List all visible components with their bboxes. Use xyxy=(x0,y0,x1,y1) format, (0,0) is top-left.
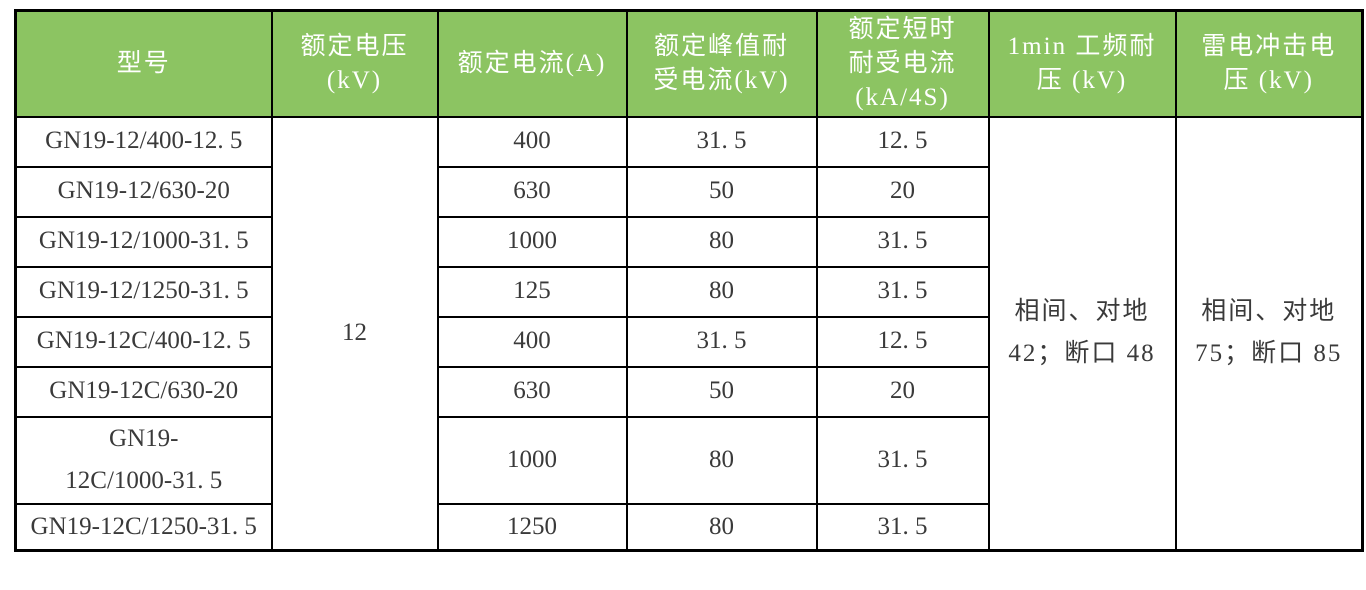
table-row: GN19-12/630-20 630 50 20 xyxy=(14,165,1363,218)
table-row: GN19-12/400-12. 5 12 400 31. 5 12. 5 相间、… xyxy=(14,115,1364,552)
model-cell: GN19-12/630-20 xyxy=(14,165,273,218)
table-header: 型号 额定电压 (kV) 额定电流(A) 额定峰值耐 受电流(kV) 额定短时 … xyxy=(14,9,1364,118)
rated-voltage-merged-cell: 12 xyxy=(270,115,439,552)
model-cell: GN19- 12C/1000-31. 5 xyxy=(14,415,273,505)
col-header-rated-voltage: 额定电压 (kV) xyxy=(270,9,439,118)
model-cell: GN19-12C/630-20 xyxy=(14,365,273,418)
model-cell: GN19-12C/400-12. 5 xyxy=(14,315,273,368)
model-cell: GN19-12/1000-31. 5 xyxy=(14,215,273,268)
peak-withstand-cell: 80 xyxy=(625,502,818,552)
peak-withstand-cell: 50 xyxy=(625,165,818,218)
peak-withstand-cell: 31. 5 xyxy=(625,315,818,368)
model-cell: GN19-12/400-12. 5 xyxy=(14,115,273,168)
lightning-impulse-merged-cell: 相间、对地 75；断口 85 xyxy=(1174,115,1364,552)
short-time-withstand-cell: 31. 5 xyxy=(815,502,990,552)
short-time-withstand-cell: 31. 5 xyxy=(815,415,990,505)
col-header-model: 型号 xyxy=(14,9,273,118)
short-time-withstand-cell: 12. 5 xyxy=(815,315,990,368)
col-header-lightning-impulse-voltage: 雷电冲击电 压 (kV) xyxy=(1174,9,1364,118)
short-time-withstand-cell: 20 xyxy=(815,165,990,218)
model-cell: GN19-12C/1250-31. 5 xyxy=(14,502,273,552)
table-body: GN19-12/400-12. 5 12 400 31. 5 12. 5 相间、… xyxy=(14,115,1364,552)
spec-table: 型号 额定电压 (kV) 额定电流(A) 额定峰值耐 受电流(kV) 额定短时 … xyxy=(14,9,1364,552)
short-time-withstand-cell: 31. 5 xyxy=(815,215,990,268)
short-time-withstand-cell: 12. 5 xyxy=(815,115,990,168)
peak-withstand-cell: 80 xyxy=(625,265,818,318)
power-frequency-withstand-merged-cell: 相间、对地 42；断口 48 xyxy=(987,115,1177,552)
col-header-peak-withstand-current: 额定峰值耐 受电流(kV) xyxy=(625,9,818,118)
table-row: GN19- 12C/1000-31. 5 1000 80 31. 5 xyxy=(14,415,1363,505)
col-header-short-time-withstand-current: 额定短时 耐受电流 (kA/4S) xyxy=(815,9,990,118)
table-row: GN19-12C/1250-31. 5 1250 80 31. 5 xyxy=(14,502,1363,552)
header-row: 型号 额定电压 (kV) 额定电流(A) 额定峰值耐 受电流(kV) 额定短时 … xyxy=(14,9,1364,118)
peak-withstand-cell: 80 xyxy=(625,215,818,268)
peak-withstand-cell: 31. 5 xyxy=(625,115,818,168)
rated-current-cell: 630 xyxy=(436,365,628,418)
rated-current-cell: 1250 xyxy=(436,502,628,552)
peak-withstand-cell: 80 xyxy=(625,415,818,505)
rated-current-cell: 400 xyxy=(436,115,628,168)
table-row: GN19-12C/630-20 630 50 20 xyxy=(14,365,1363,418)
rated-current-cell: 400 xyxy=(436,315,628,368)
model-cell: GN19-12/1250-31. 5 xyxy=(14,265,273,318)
short-time-withstand-cell: 31. 5 xyxy=(815,265,990,318)
rated-current-cell: 1000 xyxy=(436,415,628,505)
table-row: GN19-12/1250-31. 5 125 80 31. 5 xyxy=(14,265,1363,318)
table-row: GN19-12C/400-12. 5 400 31. 5 12. 5 xyxy=(14,315,1363,368)
rated-current-cell: 1000 xyxy=(436,215,628,268)
rated-current-cell: 630 xyxy=(436,165,628,218)
peak-withstand-cell: 50 xyxy=(625,365,818,418)
table-row: GN19-12/1000-31. 5 1000 80 31. 5 xyxy=(14,215,1363,268)
short-time-withstand-cell: 20 xyxy=(815,365,990,418)
rated-current-cell: 125 xyxy=(436,265,628,318)
col-header-rated-current: 额定电流(A) xyxy=(436,9,628,118)
col-header-power-frequency-withstand-voltage: 1min 工频耐 压 (kV) xyxy=(987,9,1177,118)
